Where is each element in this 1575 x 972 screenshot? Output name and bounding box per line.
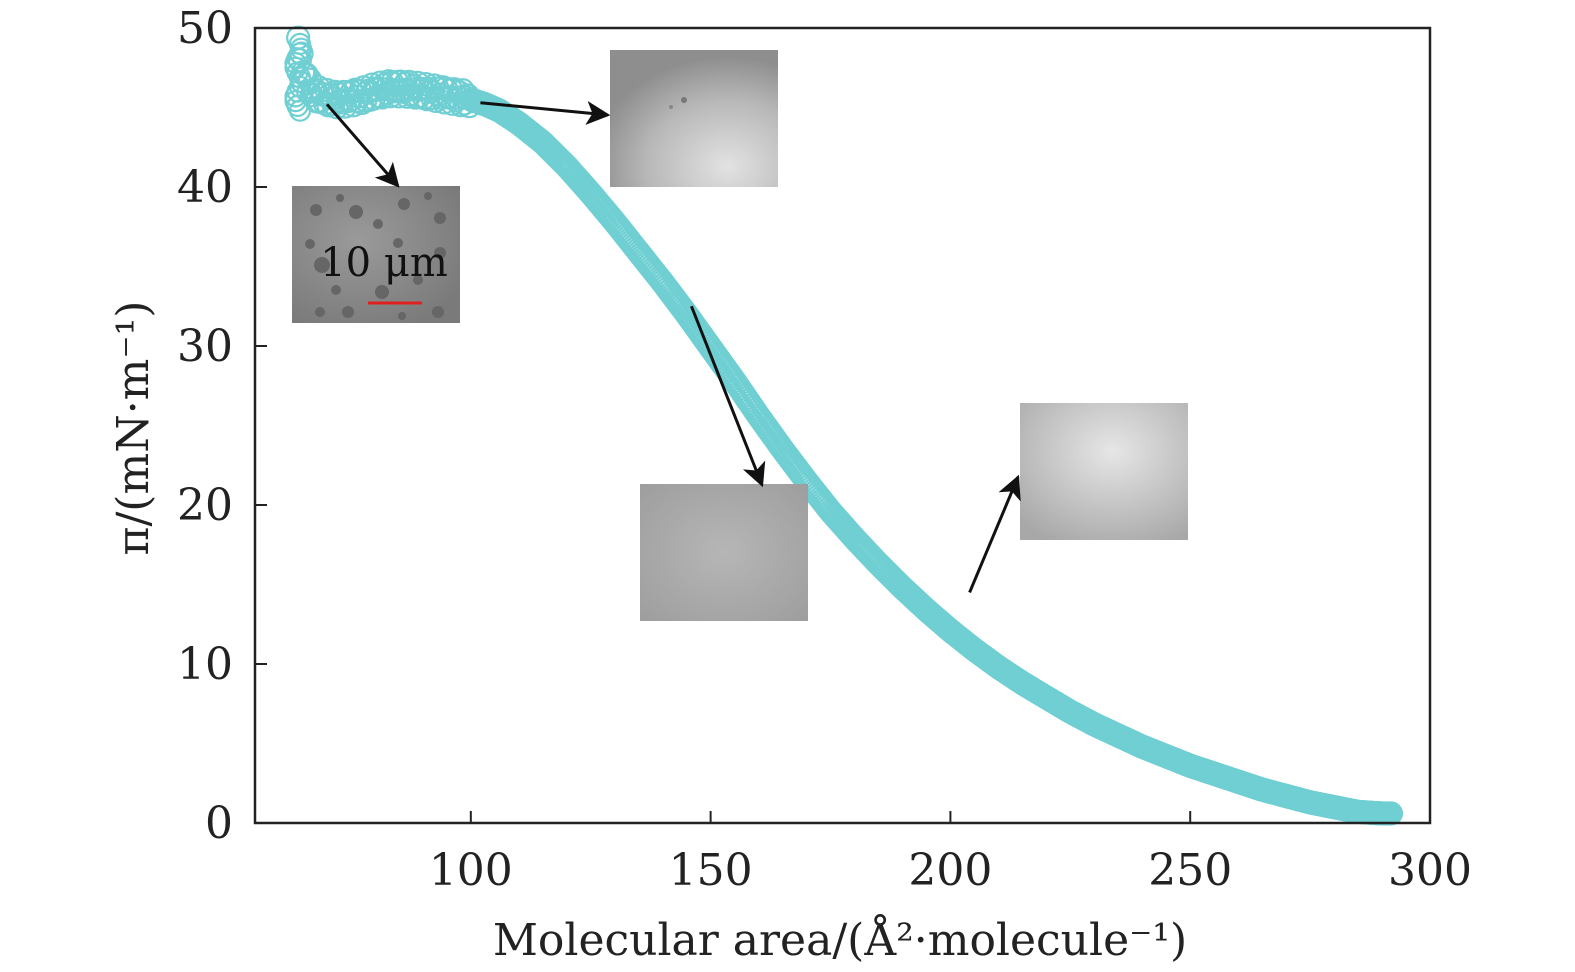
arrow-mid-compression: [690, 305, 766, 488]
data-point: [288, 32, 312, 56]
y-tick-label: 10: [177, 639, 233, 690]
x-axis-label: Molecular area/(Å²·molecule⁻¹): [493, 913, 1187, 966]
inset-images: 10 μm: [292, 50, 1188, 621]
domain-spots: [305, 192, 446, 320]
y-axis-label: π/(mN·m⁻¹): [108, 301, 159, 556]
inset-collapse: 10 μm: [292, 186, 460, 323]
arrow-plateau: [480, 100, 611, 125]
inset-arrows: [325, 100, 1021, 594]
arrow-collapse: [325, 103, 400, 188]
y-tick-label: 50: [177, 3, 233, 54]
data-point: [1378, 801, 1404, 826]
y-tick-label: 20: [177, 480, 233, 531]
y-tick-label: 0: [205, 798, 233, 849]
inset-image-plateau: [610, 50, 778, 187]
x-tick-label: 300: [1388, 845, 1472, 896]
x-tick-label: 100: [429, 845, 513, 896]
y-tick-label: 30: [177, 321, 233, 372]
arrow-low-pressure: [968, 474, 1021, 594]
inset-image-low-pressure: [1020, 403, 1188, 540]
inset-plateau: [610, 50, 778, 187]
y-tick-label: 40: [177, 162, 233, 213]
x-tick-label: 150: [669, 845, 753, 896]
x-tick-label: 250: [1148, 845, 1232, 896]
inset-mid-compression: [640, 484, 808, 621]
y-axis: 0 10 20 30 40 50: [177, 3, 267, 849]
inset-low-pressure: [1020, 403, 1188, 540]
plot-frame: [253, 26, 1432, 825]
x-tick-label: 200: [908, 845, 992, 896]
data-series: [284, 25, 1404, 826]
x-axis: 100 150 200 250 300: [429, 811, 1472, 896]
inset-image-mid-compression: [640, 484, 808, 621]
scale-bar-label: 10 μm: [320, 240, 448, 286]
